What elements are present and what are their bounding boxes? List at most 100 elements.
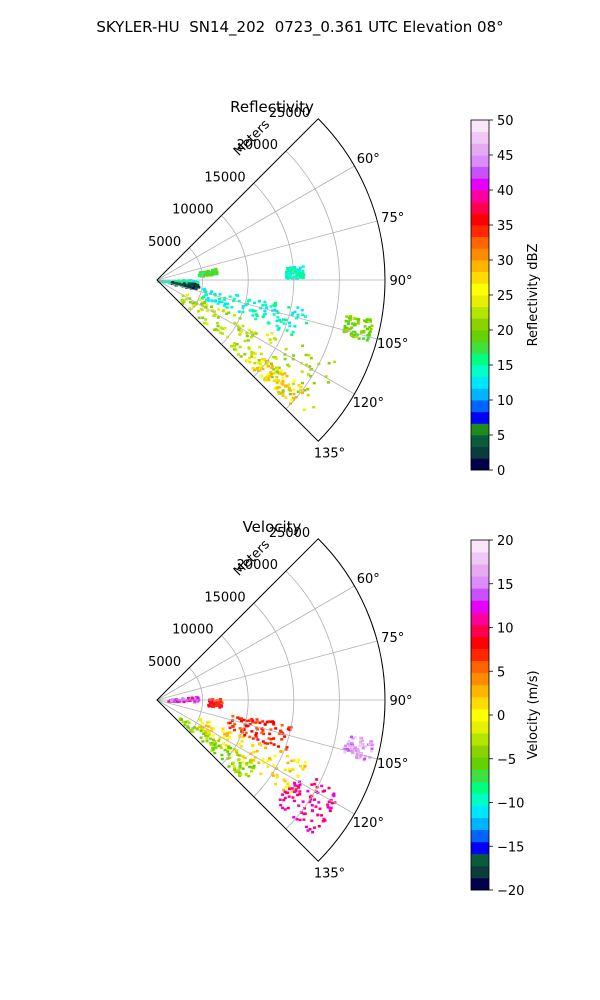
echo-gate: [284, 348, 288, 351]
echo-gate: [283, 357, 287, 361]
echo-gate: [259, 743, 263, 747]
echo-gate: [238, 727, 242, 730]
echo-gate: [273, 754, 277, 758]
echo-gate: [247, 328, 251, 332]
echo-gate: [251, 744, 255, 748]
echo-gate: [254, 317, 258, 321]
echo-gate: [213, 740, 217, 743]
echo-gate: [290, 398, 294, 402]
echo-gate: [228, 295, 232, 298]
echo-gate: [262, 761, 266, 765]
echo-gate: [288, 770, 292, 773]
echo-gate: [247, 774, 251, 778]
echo-gate: [286, 267, 290, 270]
echo-gate: [270, 365, 274, 368]
echo-gate: [344, 319, 348, 323]
echo-gate: [257, 761, 261, 764]
echo-gate: [370, 749, 374, 753]
colorbar-swatch: [471, 201, 489, 214]
echo-gate: [283, 796, 287, 800]
echo-gate: [298, 780, 301, 783]
echo-gate: [265, 333, 269, 337]
echo-gate: [247, 719, 251, 722]
colorbar-swatch: [471, 829, 489, 843]
azimuth-tick-label: 90°: [389, 694, 412, 709]
echo-gate: [290, 759, 294, 763]
echo-gate: [280, 731, 284, 734]
echo-gate: [304, 363, 308, 367]
echo-gate: [363, 325, 367, 328]
echo-gate: [241, 306, 245, 310]
echo-gate: [285, 374, 289, 378]
colorbar-swatch: [471, 376, 489, 389]
echo-gate: [252, 764, 256, 768]
colorbar-swatch: [471, 120, 489, 133]
echo-gate: [267, 737, 271, 740]
echo-gate: [251, 333, 255, 336]
colorbar-swatch: [471, 841, 489, 855]
echo-gate: [285, 745, 289, 749]
colorbar-swatch: [471, 225, 489, 238]
echo-gate: [201, 275, 205, 278]
echo-gate: [285, 329, 289, 332]
echo-gate: [349, 747, 353, 751]
echo-gate: [312, 381, 316, 385]
echo-gate: [174, 282, 178, 285]
echo-gate: [240, 717, 244, 720]
echo-gate: [211, 309, 214, 312]
echo-gate: [253, 352, 257, 355]
azimuth-tick-label: 120°: [353, 816, 384, 831]
sector-frame: [156, 538, 386, 862]
echo-gate: [281, 391, 285, 394]
echo-gate: [361, 747, 365, 750]
echo-gate: [196, 696, 200, 700]
echo-gate: [330, 801, 334, 805]
echo-gate: [275, 775, 279, 779]
echo-gate: [278, 318, 281, 322]
echo-gate: [253, 356, 256, 360]
echo-gate: [219, 698, 223, 701]
echo-gate: [212, 310, 216, 313]
echo-gate: [293, 325, 297, 328]
echo-gate: [308, 365, 312, 368]
echo-gate: [356, 319, 360, 323]
echo-gate: [357, 755, 361, 759]
echo-gate: [248, 765, 252, 769]
echo-gate: [348, 317, 352, 320]
echo-gate: [279, 749, 283, 753]
colorbar-swatch: [471, 540, 489, 553]
echo-gate: [187, 696, 190, 700]
echo-gate: [301, 768, 305, 771]
echo-gate: [197, 286, 201, 289]
echo-gate: [266, 321, 270, 324]
echo-gate: [308, 828, 312, 831]
echo-gate: [222, 736, 226, 739]
echo-gate: [351, 330, 355, 334]
echo-gate: [369, 740, 373, 743]
echo-gate: [310, 809, 314, 813]
echo-gate: [263, 722, 267, 726]
echo-gate: [287, 768, 291, 771]
echo-gate: [180, 284, 184, 288]
echo-gate: [353, 333, 357, 336]
echo-gate: [313, 782, 317, 786]
echo-gate: [210, 299, 214, 303]
echo-gate: [287, 269, 291, 273]
echo-gate: [315, 778, 319, 781]
echo-gate: [271, 355, 275, 359]
echo-gate: [213, 699, 216, 703]
colorbar-swatch: [471, 388, 489, 401]
colorbar-swatch: [471, 564, 489, 577]
echo-gate: [245, 719, 249, 723]
echo-gate: [309, 356, 313, 360]
echo-gate: [298, 274, 302, 277]
echo-gate: [204, 293, 208, 297]
echo-gate: [265, 362, 269, 365]
echo-gate: [309, 368, 313, 371]
echo-gate: [297, 268, 301, 272]
echo-gate: [268, 757, 272, 760]
echo-gate: [266, 378, 270, 382]
echo-gate: [287, 383, 291, 386]
echo-gate: [212, 702, 216, 705]
echo-gate: [303, 807, 306, 810]
